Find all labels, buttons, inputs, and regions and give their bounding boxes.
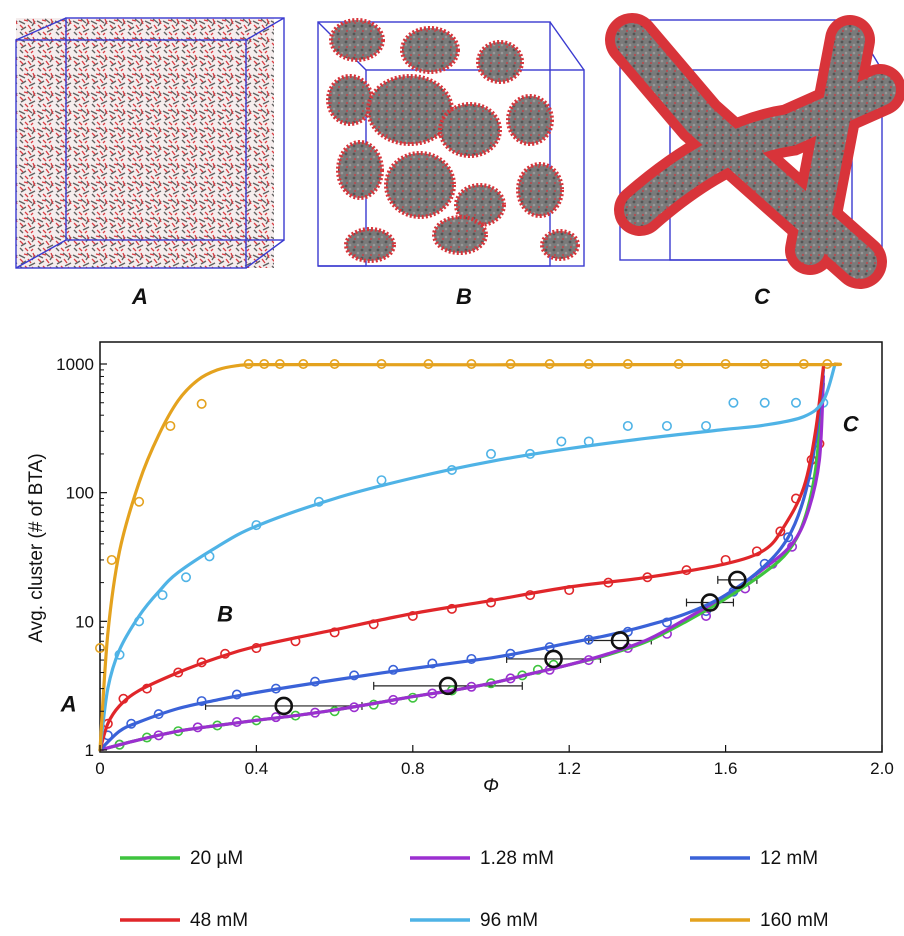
- scatter-point: [728, 397, 739, 408]
- x-tick-label: 1.2: [557, 759, 581, 778]
- scatter-point: [376, 475, 387, 486]
- axis-ticks: 0 0.4 0.8 1.2 1.6 2.0 1 10 100 1000: [56, 355, 894, 778]
- legend-label: 48 mM: [190, 910, 248, 931]
- series-lines: [98, 362, 842, 752]
- scatter-point: [407, 611, 418, 622]
- scatter-point: [181, 572, 192, 583]
- legend-label: 1.28 mM: [480, 848, 554, 869]
- y-tick-label: 1000: [56, 355, 94, 374]
- scatter-point: [157, 590, 168, 601]
- series-line: [98, 365, 825, 752]
- y-tick-label: 100: [66, 484, 94, 503]
- x-tick-label: 2.0: [870, 759, 894, 778]
- plot-frame: [99, 341, 883, 753]
- mean-circle: [544, 649, 563, 669]
- legend-label: 12 mM: [760, 848, 818, 869]
- scatter-point: [783, 532, 794, 543]
- mean-circle: [274, 696, 294, 716]
- scatter-point: [775, 526, 786, 537]
- scatter-point: [759, 397, 770, 408]
- scatter-point: [106, 554, 117, 565]
- snapshot-label-c: C: [754, 284, 771, 309]
- snapshot-panels: A B C: [15, 13, 904, 309]
- series-line: [98, 362, 842, 752]
- scatter-point: [134, 496, 145, 507]
- snapshot-b: [317, 18, 585, 267]
- scatter-point: [622, 420, 633, 431]
- scatter-point: [485, 448, 496, 459]
- legend-label: 160 mM: [760, 910, 829, 931]
- y-tick-label: 10: [75, 612, 94, 631]
- mean-circle: [438, 676, 458, 696]
- mean-circle: [610, 631, 630, 650]
- scatter-point: [556, 436, 567, 447]
- legend-label: 20 µM: [190, 848, 243, 869]
- x-tick-label: 0: [95, 759, 104, 778]
- snapshot-a: [15, 17, 285, 269]
- series-line: [98, 368, 825, 752]
- x-tick-label: 0.4: [245, 759, 269, 778]
- x-tick-label: 1.6: [714, 759, 738, 778]
- mean-circle: [700, 593, 720, 612]
- snapshot-c: [605, 13, 904, 289]
- scatter-point: [427, 658, 438, 669]
- x-axis-label: Φ: [483, 776, 499, 797]
- scatter-point: [196, 398, 207, 409]
- scatter-point: [165, 420, 176, 431]
- legend: 20 µM 1.28 mM 12 mM 48 mM 96 mM 160 mM: [120, 848, 829, 931]
- scatter-point: [173, 667, 184, 678]
- snapshot-label-a: A: [131, 284, 148, 309]
- mean-markers: [204, 575, 758, 710]
- annotation-label: A: [60, 691, 77, 716]
- y-tick-label: 1: [85, 741, 94, 760]
- mean-circles: [274, 570, 747, 716]
- cluster-size-chart: 0 0.4 0.8 1.2 1.6 2.0 1 10 100 1000 Avg. cluster …: [26, 341, 894, 797]
- annotation-label: B: [217, 601, 233, 626]
- legend-label: 96 mM: [480, 910, 538, 931]
- series-line: [98, 374, 825, 752]
- scatter-point: [95, 643, 106, 654]
- annotations: A B C: [60, 411, 860, 716]
- y-axis-label: Avg. cluster (# of BTA): [26, 453, 47, 642]
- annotation-label: C: [843, 411, 860, 436]
- series-line: [98, 362, 837, 752]
- mean-circle: [728, 570, 747, 590]
- x-tick-label: 0.8: [401, 759, 425, 778]
- scatter-point: [701, 420, 712, 431]
- snapshot-label-b: B: [456, 284, 472, 309]
- scatter-point: [661, 420, 672, 431]
- scatter-point: [790, 397, 801, 408]
